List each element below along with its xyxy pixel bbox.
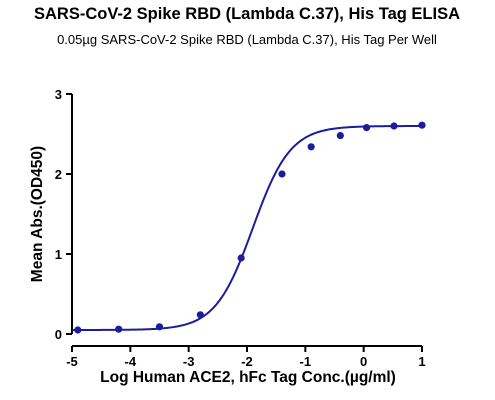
y-axis-label: Mean Abs.(OD450): [29, 146, 46, 282]
data-point: [74, 326, 82, 334]
data-point: [237, 254, 245, 262]
data-point: [278, 170, 286, 178]
y-tick-label: 1: [55, 247, 62, 262]
x-tick-label: -4: [125, 354, 137, 369]
chart-title: SARS-CoV-2 Spike RBD (Lambda C.37), His …: [34, 5, 460, 23]
x-tick-label: 1: [418, 354, 425, 369]
data-point: [307, 143, 315, 151]
data-point: [336, 132, 344, 140]
data-point: [390, 122, 398, 130]
axes: [71, 94, 422, 347]
data-point: [155, 323, 164, 331]
x-tick-label: -1: [300, 354, 312, 369]
y-tick-label: 0: [55, 327, 62, 342]
chart-subtitle: 0.05µg SARS-CoV-2 Spike RBD (Lambda C.37…: [57, 32, 437, 47]
data-point: [196, 311, 204, 319]
x-axis-label: Log Human ACE2, hFc Tag Conc.(µg/ml): [100, 369, 396, 386]
x-tick-label: -5: [66, 354, 78, 369]
x-tick-label: -2: [241, 354, 253, 369]
x-ticks: -5 -4 -3 -2 -1 0 1: [66, 346, 426, 369]
data-point: [418, 121, 426, 129]
data-points: [74, 121, 426, 334]
y-tick-label: 2: [55, 167, 62, 182]
x-tick-label: 0: [360, 354, 367, 369]
x-tick-label: -3: [183, 354, 195, 369]
y-ticks: 0 1 2 3: [55, 87, 72, 342]
fit-curve: [72, 125, 423, 331]
data-point: [362, 124, 371, 132]
y-tick-label: 3: [55, 87, 62, 102]
data-point: [115, 325, 123, 333]
